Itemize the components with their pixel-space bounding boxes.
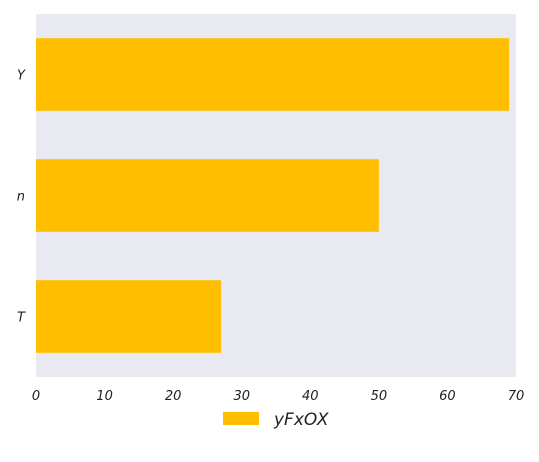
legend: yFxOX	[223, 410, 329, 430]
y-tick-label-T: T	[17, 311, 26, 326]
x-tick-label-30: 30	[233, 389, 250, 404]
x-tick-label-60: 60	[439, 389, 456, 404]
legend-label: yFxOX	[273, 410, 329, 430]
x-axis-tick-labels: 0 10 20 30 40 50 60 70	[32, 389, 524, 404]
legend-swatch	[223, 412, 259, 425]
x-tick-label-40: 40	[302, 389, 319, 404]
x-tick-label-70: 70	[508, 389, 525, 404]
x-tick-label-10: 10	[96, 389, 113, 404]
y-axis-tick-labels: Yn T	[17, 69, 26, 326]
bars-group	[36, 38, 510, 353]
x-tick-label-0: 0	[32, 389, 40, 404]
x-tick-label-50: 50	[371, 389, 388, 404]
y-tick-label-n: n	[17, 190, 25, 205]
x-tick-label-20: 20	[165, 389, 182, 404]
bar-n	[36, 159, 379, 232]
bar-T	[36, 280, 222, 353]
bar-Y	[36, 38, 510, 111]
y-tick-label-Y: Y	[17, 69, 26, 84]
